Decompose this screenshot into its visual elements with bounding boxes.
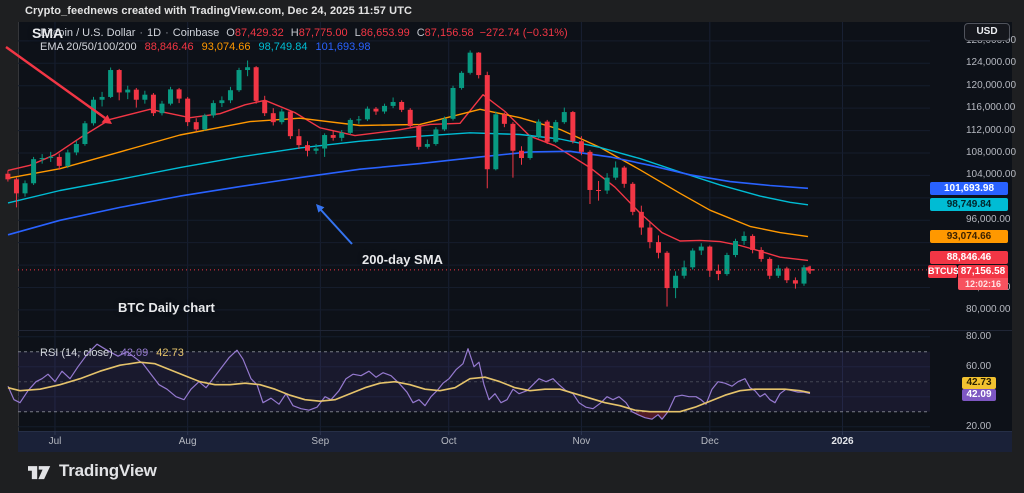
ohlc-value: 86,653.99 [360, 27, 410, 39]
ema-price-badge: 98,749.84 [930, 198, 1008, 212]
rsi-legend-values: 42.09 42.73 [113, 347, 184, 359]
rsi-value-badge: 42.73 [962, 376, 996, 389]
symbol-legend[interactable]: Bitcoin / U.S. Dollar · 1D · Coinbase O87,429… [40, 27, 568, 39]
price-tick: 80,000.00 [966, 303, 1011, 315]
legend-separator: · [165, 27, 169, 39]
ema-legend-values: 88,846.46 93,074.66 98,749.84 101,693.98 [137, 41, 371, 53]
tradingview-logo-text: TradingView [59, 461, 157, 480]
ohlc-key: L [354, 27, 361, 39]
chart-canvas[interactable] [18, 22, 930, 431]
ema-price-badge: 88,846.46 [930, 250, 1008, 264]
ema-value: 98,749.84 [258, 41, 308, 53]
time-label-jul[interactable]: Jul [48, 436, 62, 447]
time-label-dec[interactable]: Dec [700, 436, 719, 447]
price-tick: 116,000.00 [966, 102, 1016, 114]
symbol-interval: 1D [147, 27, 162, 39]
ohlc-value: 87,775.00 [298, 27, 348, 39]
rsi-value: 42.73 [156, 347, 184, 359]
rsi-tick: 80.00 [966, 330, 992, 342]
annotation-sma-label[interactable]: SMA [32, 25, 64, 41]
time-label-aug[interactable]: Aug [178, 436, 197, 447]
symbol-price-tag: BTCUSD [928, 265, 966, 279]
price-tick: 96,000.00 [966, 214, 1011, 226]
legend-separator: · [139, 27, 144, 39]
currency-usd-button[interactable]: USD [964, 23, 1010, 41]
ohlc-value: 87,429.32 [234, 27, 284, 39]
ohlc-key: O [226, 27, 235, 39]
price-tick: 120,000.00 [966, 79, 1017, 91]
ema-legend-label: EMA 20/50/100/200 [40, 41, 137, 53]
time-label-2026[interactable]: 2026 [831, 436, 854, 447]
rsi-tick: 20.00 [966, 420, 992, 432]
price-tick: 108,000.00 [966, 146, 1017, 158]
annotation-btc-daily-label[interactable]: BTC Daily chart [118, 300, 215, 315]
price-tick: 112,000.00 [966, 124, 1016, 136]
rsi-legend-label: RSI (14, close) [40, 347, 113, 359]
annotation-200day-sma-label[interactable]: 200-day SMA [362, 252, 443, 267]
ohlc-key: H [290, 27, 299, 39]
bar-countdown: 12:02:16 [958, 278, 1008, 291]
ohlc-values: O87,429.32 H87,775.00 L86,653.99 C87,156.58 [219, 27, 473, 39]
tradingview-logo-icon [28, 465, 51, 479]
attribution-bar: Crypto_feednews created with TradingView… [0, 0, 1024, 22]
rsi-tick: 60.00 [966, 360, 992, 372]
tradingview-logo-link[interactable]: TradingView [28, 459, 157, 483]
ema-price-badge: 93,074.66 [930, 230, 1008, 244]
price-tick: 124,000.00 [966, 57, 1017, 69]
time-label-nov[interactable]: Nov [572, 436, 591, 447]
ohlc-key: C [416, 27, 425, 39]
price-tick: 104,000.00 [966, 169, 1017, 181]
time-axis-strip [18, 431, 1012, 452]
ema-price-badge: 101,693.98 [930, 181, 1008, 195]
rsi-value: 42.09 [120, 347, 149, 359]
rsi-value-badge: 42.09 [962, 389, 996, 402]
change-value: −272.74 (−0.31%) [479, 27, 568, 39]
ema-value: 93,074.66 [201, 41, 251, 53]
symbol-title: Bitcoin / U.S. Dollar [40, 27, 136, 39]
ema-legend[interactable]: EMA 20/50/100/200 88,846.46 93,074.66 98,74… [40, 41, 371, 53]
time-label-oct[interactable]: Oct [440, 436, 457, 447]
time-label-sep[interactable]: Sep [311, 436, 330, 447]
symbol-exchange: Coinbase [172, 27, 220, 39]
ohlc-value: 87,156.58 [424, 27, 474, 39]
ema-value: 88,846.46 [144, 41, 194, 53]
ema-value: 101,693.98 [315, 41, 371, 53]
rsi-legend[interactable]: RSI (14, close) 42.09 42.73 [40, 347, 184, 359]
last-price-badge: 87,156.58 [958, 265, 1008, 279]
candle-body [5, 173, 11, 180]
